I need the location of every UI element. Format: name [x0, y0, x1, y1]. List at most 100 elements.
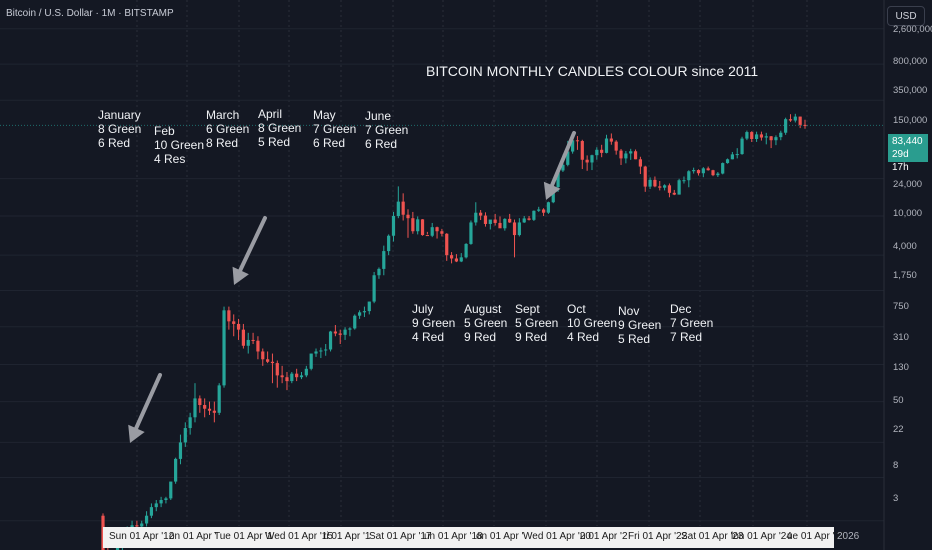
month-stat-month: May: [313, 108, 336, 122]
candle-body: [546, 202, 551, 213]
candle-body: [648, 179, 652, 187]
candle-body: [629, 151, 633, 154]
candle-body: [188, 417, 192, 429]
candle-body: [663, 185, 667, 188]
candle-body: [295, 373, 299, 378]
month-stat-feb: Feb 10 Green 4 Res: [154, 124, 204, 166]
candle-body: [687, 171, 691, 181]
x-tick-label: un 01 Apr '18: [424, 531, 483, 542]
candle-body: [270, 361, 275, 364]
candle-body: [750, 132, 754, 140]
candle-body: [169, 481, 173, 499]
candle-body: [711, 170, 715, 176]
month-stat-march: March 6 Green 8 Red: [206, 108, 249, 150]
candle-body: [730, 154, 734, 160]
candle-body: [333, 331, 337, 334]
candle-body: [532, 210, 536, 220]
currency-selector[interactable]: USD: [887, 6, 925, 26]
candle-body: [261, 351, 265, 360]
month-stat-green: 10 Green: [154, 138, 205, 152]
month-stat-month: April: [258, 107, 283, 121]
candle-body: [212, 410, 216, 413]
candle-body: [372, 275, 376, 302]
candle-body: [537, 209, 541, 211]
candle-body: [135, 525, 139, 527]
candle-body: [227, 310, 231, 322]
candle-body: [672, 192, 676, 195]
candle-body: [595, 149, 599, 156]
month-stat-month: March: [206, 108, 240, 122]
y-tick-label: 10,000: [893, 208, 923, 219]
month-stat-july: July 9 Green 4 Red: [412, 302, 455, 344]
candle-body: [357, 312, 362, 316]
candle-body: [527, 218, 531, 220]
month-stat-red: 6 Red: [313, 136, 346, 150]
annotation-arrowhead: [543, 181, 561, 200]
candle-body: [251, 339, 255, 341]
candle-body: [638, 159, 642, 167]
candle-body: [619, 150, 623, 159]
month-stat-month: Sept: [515, 302, 540, 316]
month-stat-dec: Dec 7 Green 7 Red: [670, 302, 713, 344]
candle-body: [425, 235, 429, 237]
x-axis-bar: [103, 527, 834, 548]
candle-body: [682, 180, 686, 182]
x-tick-label: on 01 Apr ': [169, 531, 217, 542]
month-stat-red: 5 Red: [618, 332, 651, 346]
x-tick-label: Tue 01 Apr '1: [214, 531, 273, 542]
candle-body: [367, 301, 371, 312]
month-stat-green: 6 Green: [206, 122, 250, 136]
candle-body: [396, 201, 400, 216]
candle-body: [449, 255, 454, 259]
month-stat-green: 8 Green: [98, 122, 142, 136]
candle-body: [440, 231, 444, 234]
month-stat-april: April 8 Green 5 Red: [258, 107, 301, 149]
x-tick-label: Fri 01 Apr '22: [628, 531, 688, 542]
annotation-arrowhead: [232, 266, 249, 285]
candle-body: [488, 219, 492, 224]
candle-body: [430, 227, 434, 236]
candle-body: [304, 368, 308, 376]
candle-body: [658, 186, 662, 188]
month-stat-red: 4 Red: [412, 330, 445, 344]
candle-body: [198, 398, 202, 406]
candle-body: [348, 328, 352, 330]
month-stat-red: 4 Res: [154, 152, 186, 166]
month-stat-august: August 5 Green 9 Red: [464, 302, 507, 344]
candle-body: [159, 499, 163, 504]
candle-body: [309, 353, 313, 369]
candle-body: [445, 233, 449, 256]
candle-body: [207, 408, 212, 411]
y-tick-label: 24,000: [893, 179, 923, 190]
candle-body: [522, 218, 526, 223]
month-stat-red: 6 Red: [365, 137, 398, 151]
candle-body: [324, 349, 328, 351]
candle-body: [280, 375, 284, 378]
candle-body: [575, 140, 580, 142]
candle-body: [774, 137, 778, 141]
candle-body: [580, 141, 584, 160]
month-stat-green: 7 Green: [670, 316, 714, 330]
y-tick-label: 50: [893, 395, 904, 406]
candle-body: [328, 331, 333, 350]
candle-body: [174, 458, 178, 482]
candle-body: [416, 219, 420, 232]
candle-body: [571, 140, 575, 152]
month-stat-green: 7 Green: [365, 123, 409, 137]
candle-body: [793, 116, 797, 121]
candle-body: [585, 159, 589, 163]
chart-title: BITCOIN MONTHLY CANDLES COLOUR since 201…: [426, 63, 759, 79]
candle-body: [144, 515, 149, 524]
month-stat-green: 9 Green: [412, 316, 456, 330]
y-tick-label: 22: [893, 424, 904, 435]
y-tick-label: 350,000: [893, 85, 928, 96]
month-stat-may: May 7 Green 6 Red: [313, 108, 356, 150]
x-tick-label: ue 01 Apr '25: [787, 531, 846, 542]
candle-body: [740, 138, 744, 155]
candle-body: [517, 222, 521, 236]
candle-body: [241, 329, 245, 346]
candle-body: [285, 377, 289, 382]
month-stat-month: July: [412, 302, 434, 316]
x-tick-label: on 01 Apr ': [476, 531, 524, 542]
